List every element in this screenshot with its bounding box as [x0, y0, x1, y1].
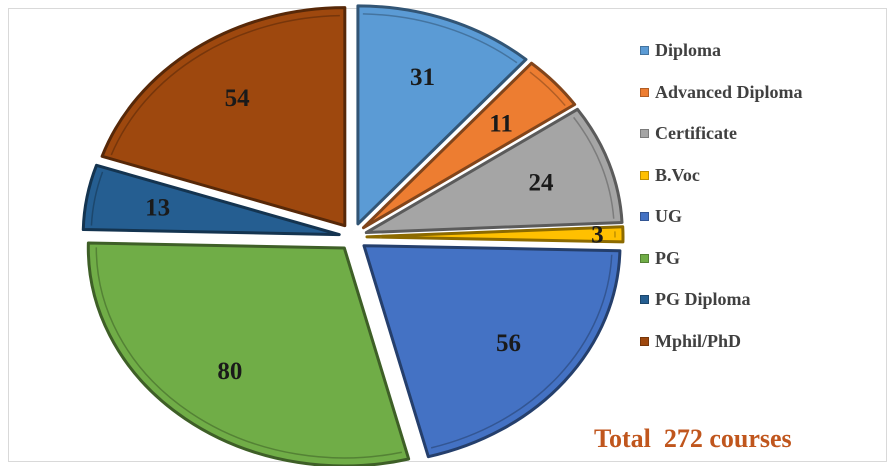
legend-swatch-certificate: [640, 129, 649, 139]
data-label-pg: 80: [217, 358, 242, 385]
legend-label-pg: PG: [655, 247, 680, 268]
legend-swatch-advanced-diploma: [640, 87, 649, 97]
pie-slice-pg: [86, 241, 411, 466]
pie-slice-mphil-phd: [100, 6, 347, 228]
pie-slice-pg-diploma: [81, 163, 341, 237]
pie-slice-b-voc: [365, 225, 625, 244]
legend-swatch-pg: [640, 253, 649, 263]
legend-swatch-diploma: [640, 46, 649, 56]
legend-label-mphil-phd: Mphil/PhD: [655, 330, 742, 351]
total-courses-text: Total 272 courses: [594, 424, 792, 453]
legend-item-ug: UG: [640, 196, 803, 238]
legend-label-ug: UG: [655, 206, 682, 227]
legend-item-pg-diploma: PG Diploma: [640, 279, 803, 321]
legend-item-pg: PG: [640, 238, 803, 280]
legend-item-advanced-diploma: Advanced Diploma: [640, 72, 803, 114]
legend-label-advanced-diploma: Advanced Diploma: [655, 81, 803, 102]
legend-item-diploma: Diploma: [640, 30, 803, 72]
pie-slice-bevel-pg: [95, 247, 402, 459]
legend-swatch-pg-diploma: [640, 295, 649, 305]
data-label-ug: 56: [496, 330, 521, 357]
data-label-diploma: 31: [410, 64, 435, 91]
pie-slice-diploma: [356, 4, 528, 226]
legend-label-b-voc: B.Voc: [655, 164, 700, 185]
data-label-pg-diploma: 13: [145, 195, 170, 222]
data-label-mphil-phd: 54: [225, 85, 251, 112]
legend-swatch-b-voc: [640, 170, 649, 180]
legend-swatch-mphil-phd: [640, 336, 649, 346]
legend-label-diploma: Diploma: [655, 40, 722, 61]
pie-slice-bevel-advanced-diploma: [529, 71, 566, 107]
pie-slice-bevel-pg-diploma: [90, 171, 104, 226]
data-label-b-voc: 3: [591, 222, 604, 249]
legend-item-certificate: Certificate: [640, 113, 803, 155]
legend-label-certificate: Certificate: [655, 123, 737, 144]
pie-slice-bevel-certificate: [573, 116, 615, 219]
pie-slice-certificate: [364, 107, 624, 235]
legend-swatch-ug: [640, 212, 649, 222]
pie-slice-advanced-diploma: [361, 61, 577, 230]
legend-label-pg-diploma: PG Diploma: [655, 289, 751, 310]
pie-slice-ug: [362, 244, 622, 459]
pie-slice-bevel-diploma: [362, 13, 518, 64]
data-label-advanced-diploma: 11: [489, 110, 513, 137]
pie-slice-bevel-ug: [430, 254, 613, 449]
data-label-certificate: 24: [529, 170, 555, 197]
pie-slice-bevel-mphil-phd: [110, 14, 340, 156]
legend-item-mphil-phd: Mphil/PhD: [640, 321, 803, 363]
legend: Diploma Advanced Diploma Certificate B.Voc U…: [640, 30, 803, 362]
legend-item-b-voc: B.Voc: [640, 155, 803, 197]
